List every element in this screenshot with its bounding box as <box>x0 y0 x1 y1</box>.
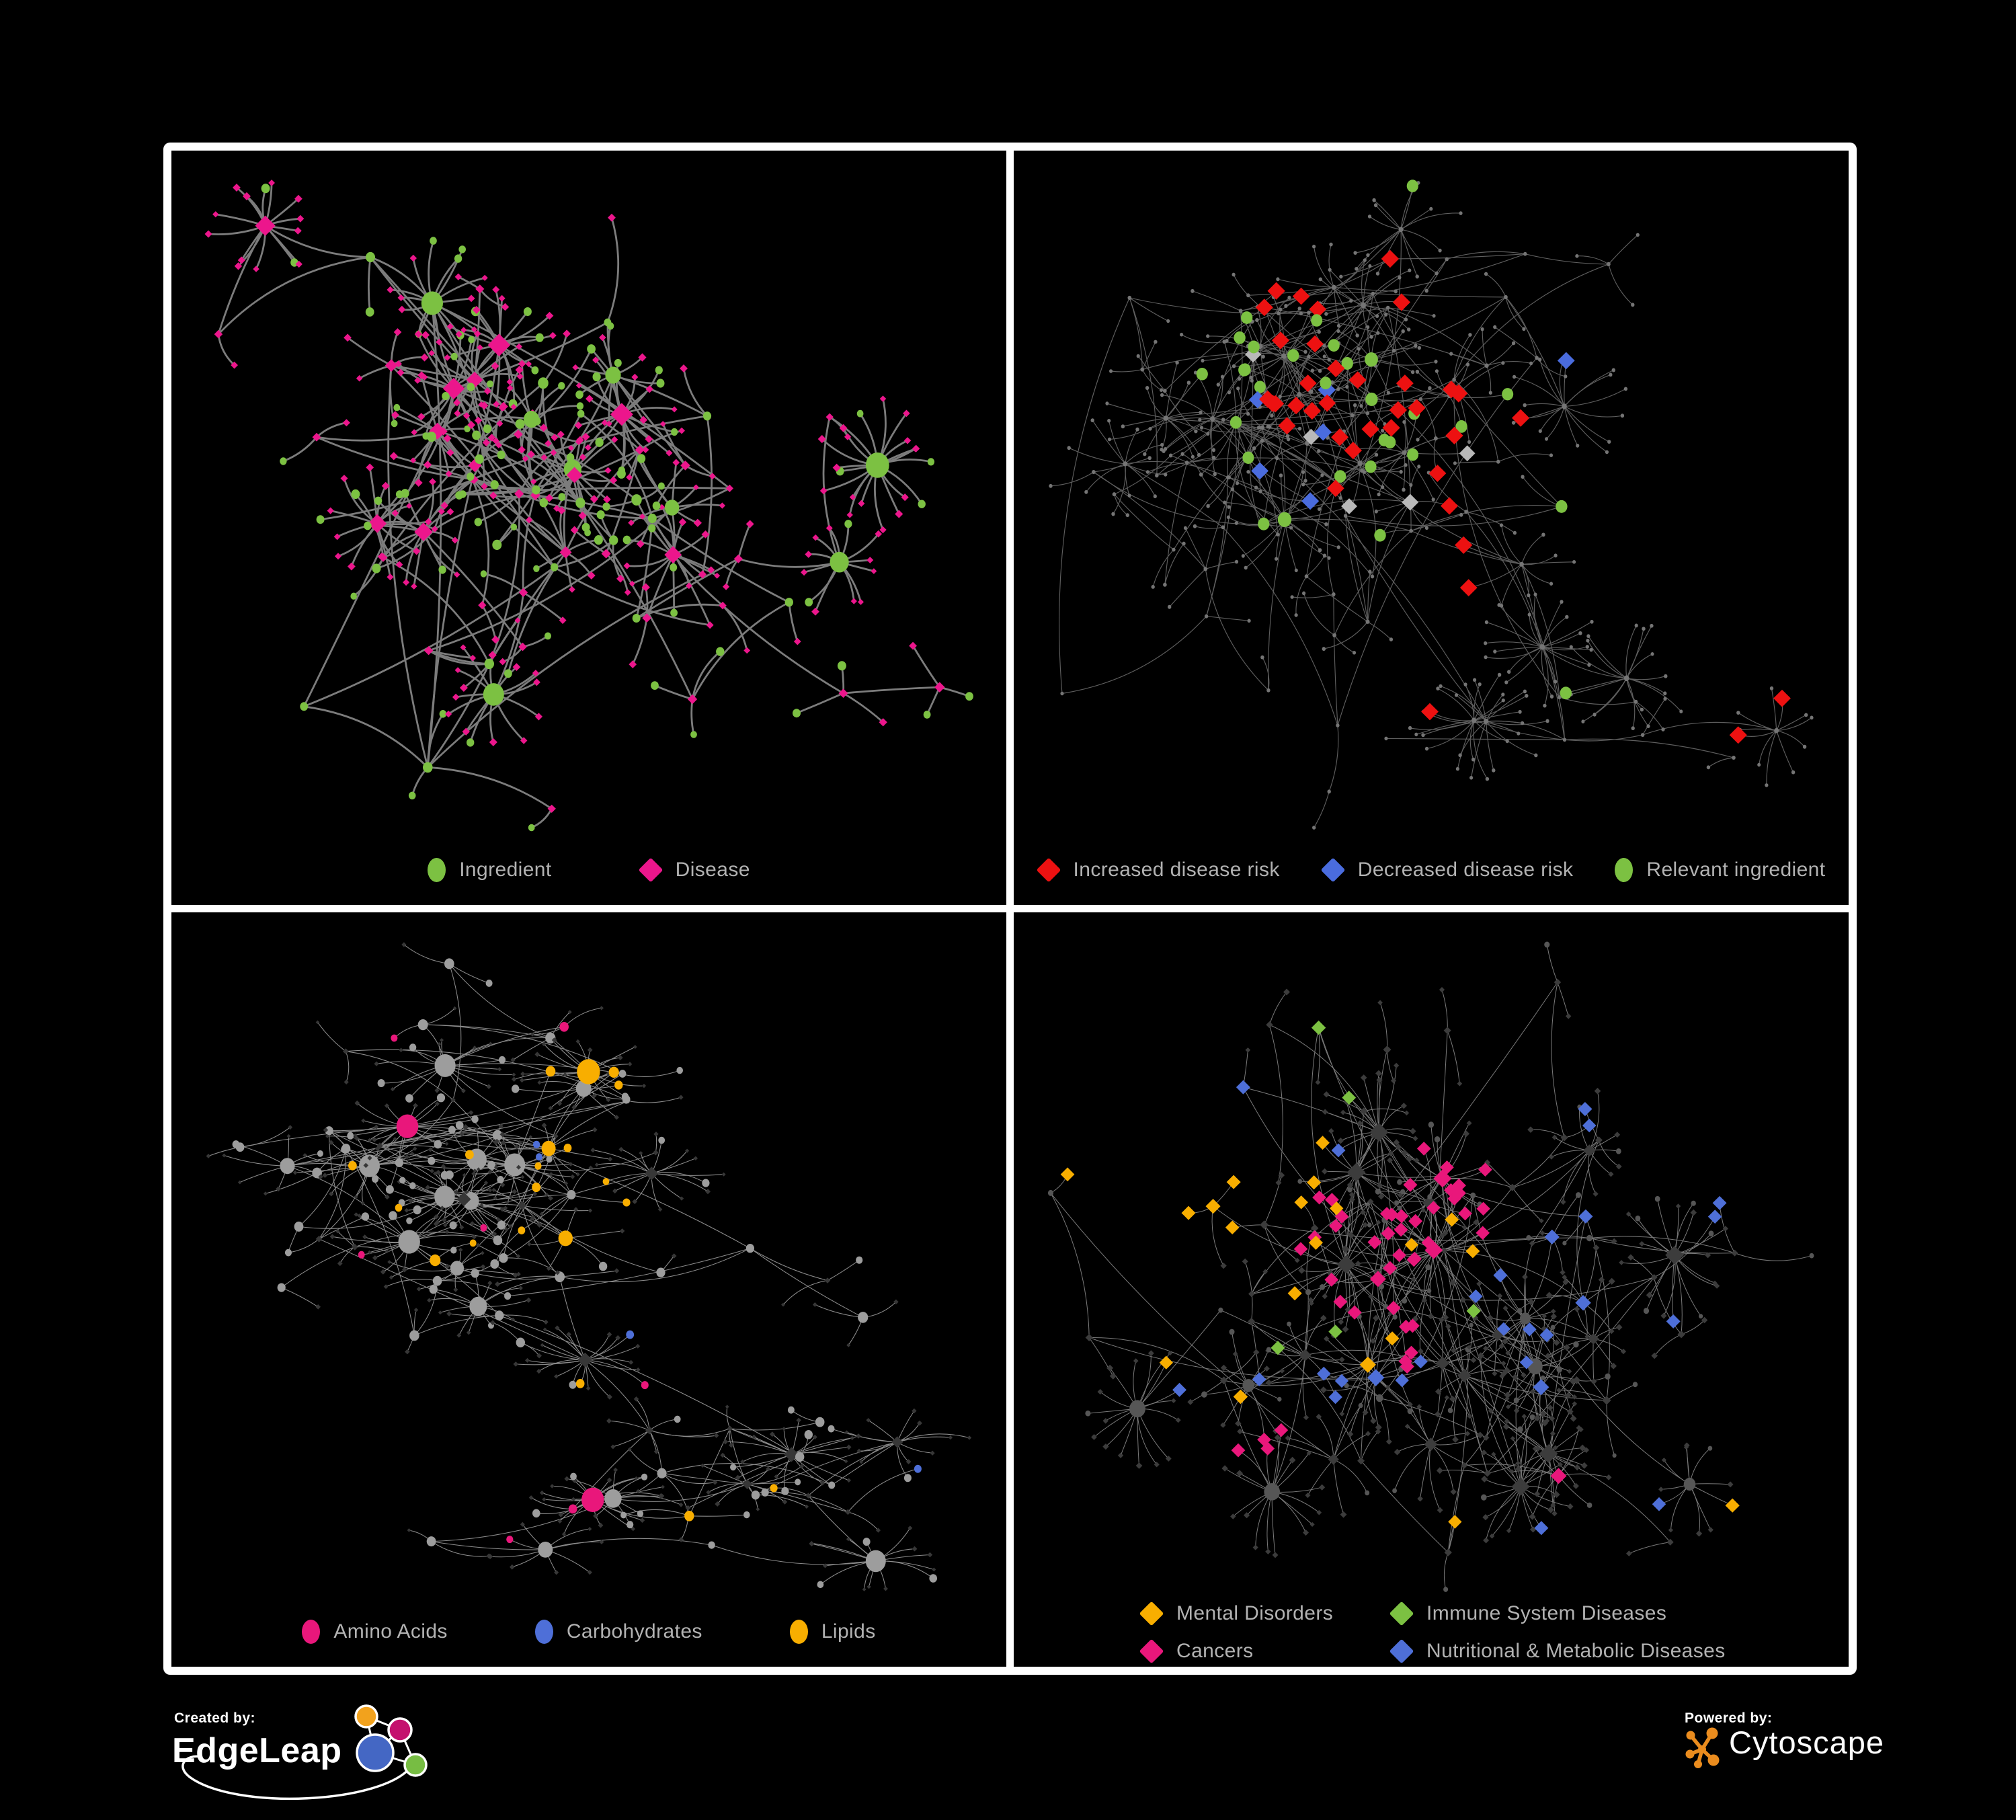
legend-disease-risk: Increased disease risk Decreased disease … <box>1014 857 1849 883</box>
panel-nutrient-classes: Amino Acids Carbohydrates Lipids <box>171 912 1006 1667</box>
network-graph-disease-risk <box>1049 180 1814 830</box>
legend-label-relevant-ingredient: Relevant ingredient <box>1646 859 1826 881</box>
ingredient-ellipse-icon <box>428 858 446 882</box>
decreased-disease-risk-diamond-icon <box>1320 857 1346 883</box>
legend-item-decreased-disease-risk: Decreased disease risk <box>1320 857 1574 883</box>
legend-label-immune-system-diseases: Immune System Diseases <box>1426 1602 1667 1624</box>
legend-disease-classes: Mental Disorders Immune System Diseases Ca… <box>1139 1601 1849 1664</box>
legend-label-lipids: Lipids <box>821 1620 876 1643</box>
carbohydrates-ellipse-icon <box>534 1620 553 1644</box>
legend-label-carbohydrates: Carbohydrates <box>566 1620 702 1643</box>
mental-disorders-diamond-icon <box>1139 1601 1164 1626</box>
panel-disease-risk: Increased disease risk Decreased disease … <box>1014 151 1849 905</box>
cytoscape-logo-icon <box>1685 1727 1720 1768</box>
legend-label-decreased-disease-risk: Decreased disease risk <box>1357 859 1574 881</box>
legend-label-amino-acids: Amino Acids <box>333 1620 448 1643</box>
legend-item-cancers: Cancers <box>1139 1638 1390 1664</box>
created-by-label: Created by: <box>174 1710 256 1726</box>
legend-item-carbohydrates: Carbohydrates <box>534 1620 702 1644</box>
legend-label-mental-disorders: Mental Disorders <box>1176 1602 1334 1624</box>
cancers-diamond-icon <box>1139 1638 1164 1664</box>
cytoscape-wordmark: Cytoscape <box>1729 1725 1885 1760</box>
legend-item-increased-disease-risk: Increased disease risk <box>1036 857 1280 883</box>
network-canvas-nutrient-classes <box>171 912 1006 1603</box>
legend-label-nutritional-metabolic-diseases: Nutritional & Metabolic Diseases <box>1426 1640 1726 1662</box>
legend-item-mental-disorders: Mental Disorders <box>1139 1601 1390 1626</box>
edgeleap-logo-icon <box>182 1704 428 1801</box>
relevant-ingredient-ellipse-icon <box>1615 858 1634 882</box>
immune-system-diseases-diamond-icon <box>1389 1601 1414 1626</box>
legend-label-disease: Disease <box>675 859 750 881</box>
legend-item-nutritional-metabolic-diseases: Nutritional & Metabolic Diseases <box>1389 1638 1849 1664</box>
legend-item-immune-system-diseases: Immune System Diseases <box>1389 1601 1849 1626</box>
panel-ingredient-disease: Ingredient Disease <box>171 151 1006 905</box>
legend-label-ingredient: Ingredient <box>459 859 552 881</box>
legend-item-relevant-ingredient: Relevant ingredient <box>1615 858 1825 882</box>
legend-item-amino-acids: Amino Acids <box>302 1620 447 1644</box>
legend-ingredient-disease: Ingredient Disease <box>171 857 1006 883</box>
panel-grid: Ingredient Disease Increased disease risk… <box>163 143 1857 1675</box>
network-graph-ingredient-disease <box>204 180 973 832</box>
legend-label-cancers: Cancers <box>1176 1640 1254 1662</box>
legend-item-lipids: Lipids <box>789 1620 876 1644</box>
network-graph-disease-classes <box>1047 941 1814 1592</box>
network-canvas-disease-risk <box>1014 151 1849 841</box>
lipids-ellipse-icon <box>789 1620 808 1644</box>
powered-by-label: Powered by: <box>1685 1710 1773 1726</box>
panel-disease-classes: Mental Disorders Immune System Diseases Ca… <box>1014 912 1849 1667</box>
legend-item-ingredient: Ingredient <box>428 858 551 882</box>
increased-disease-risk-diamond-icon <box>1036 857 1061 883</box>
legend-label-increased-disease-risk: Increased disease risk <box>1073 859 1280 881</box>
nutritional-metabolic-diseases-diamond-icon <box>1389 1638 1414 1664</box>
network-canvas-disease-classes <box>1014 912 1849 1603</box>
legend-item-disease: Disease <box>638 857 750 883</box>
network-graph-nutrient-classes <box>206 942 972 1591</box>
disease-diamond-icon <box>638 857 663 883</box>
legend-nutrient-classes: Amino Acids Carbohydrates Lipids <box>171 1620 1006 1644</box>
network-canvas-ingredient-disease <box>171 151 1006 841</box>
edgeleap-wordmark: EdgeLeap <box>172 1731 342 1770</box>
amino-acids-ellipse-icon <box>302 1620 321 1644</box>
